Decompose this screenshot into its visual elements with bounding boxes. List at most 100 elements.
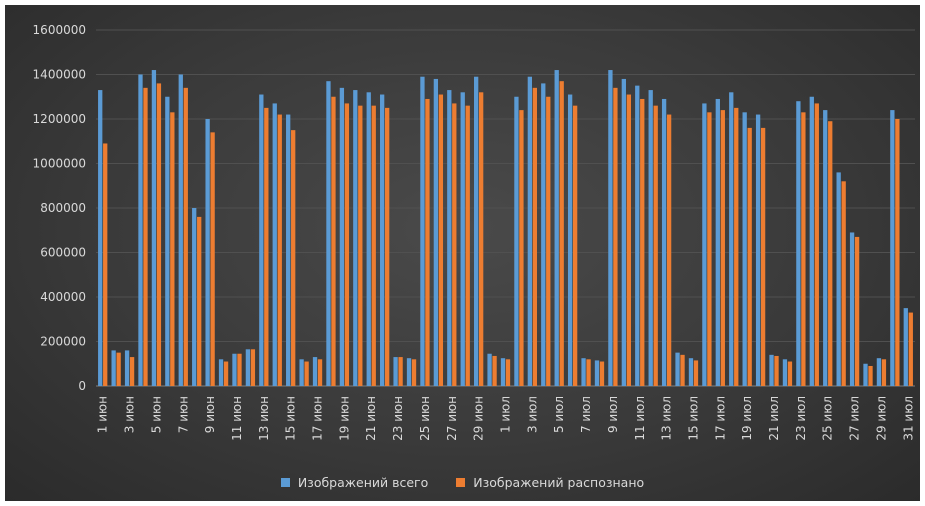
bar-total [286, 114, 291, 387]
bar-recognized [492, 355, 497, 386]
bar-recognized [223, 361, 229, 386]
bar-recognized [237, 353, 242, 386]
x-tick-label: 25 июн [418, 396, 432, 441]
bars [98, 70, 913, 387]
bar-total [353, 90, 358, 386]
bar-total [769, 354, 774, 386]
bar-recognized [425, 98, 430, 386]
bar-total [755, 114, 761, 387]
bar-total [796, 101, 801, 386]
y-tick-label: 800000 [40, 201, 86, 215]
bar-recognized [787, 361, 793, 386]
bar-total [594, 360, 600, 386]
bar-recognized [304, 361, 309, 386]
legend-label-recognized: Изображений распознано [473, 475, 645, 490]
bar-total [514, 96, 519, 386]
legend-item-recognized: Изображений распознано [456, 475, 644, 490]
x-tick-label: 17 июн [311, 396, 325, 441]
bar-recognized [613, 87, 618, 386]
y-tick-label: 200000 [40, 335, 86, 349]
x-tick-label: 7 июл [579, 396, 593, 433]
bar-total [393, 357, 398, 386]
bar-recognized [760, 127, 766, 387]
bar-total [782, 359, 788, 386]
x-tick-label: 13 июл [660, 396, 674, 441]
bar-recognized [653, 105, 658, 387]
bar-total [339, 87, 345, 386]
bar-total [192, 208, 197, 386]
x-tick-label: 25 июл [821, 396, 835, 441]
bar-recognized [317, 359, 323, 386]
bar-recognized [895, 119, 900, 386]
bar-recognized [398, 357, 403, 386]
bar-recognized [841, 181, 846, 386]
y-tick-label: 1200000 [33, 112, 86, 126]
bar-total [836, 172, 841, 386]
bar-recognized [801, 112, 806, 386]
x-tick-label: 29 июн [472, 396, 486, 441]
bar-recognized [680, 354, 685, 386]
bar-recognized [116, 352, 121, 387]
x-tick-label: 27 июл [848, 396, 862, 441]
bar-total [151, 70, 157, 387]
bar-total [541, 83, 546, 387]
bar-recognized [183, 87, 188, 386]
bar-recognized [371, 105, 376, 387]
bar-total [205, 119, 210, 386]
bar-recognized [707, 112, 712, 386]
y-tick-label: 0 [78, 379, 86, 393]
bar-recognized [532, 87, 537, 386]
bar-recognized [277, 114, 282, 387]
x-tick-label: 1 июл [499, 396, 513, 433]
bar-total [245, 349, 251, 386]
bar-total [876, 358, 882, 386]
bar-total [447, 90, 452, 386]
bar-total [567, 94, 573, 386]
bar-recognized [828, 121, 833, 386]
x-tick-label: 13 июн [257, 396, 271, 441]
bar-recognized [881, 359, 887, 386]
bar-recognized [546, 96, 551, 386]
bar-recognized [264, 107, 269, 387]
bar-total [138, 74, 143, 386]
legend-swatch-recognized [456, 478, 466, 487]
bar-recognized [156, 83, 162, 387]
x-tick-label: 27 июн [445, 396, 459, 441]
x-tick-label: 23 июл [794, 396, 808, 441]
bar-recognized [103, 143, 108, 386]
bar-recognized [197, 216, 202, 386]
x-tick-label: 3 июн [123, 396, 137, 433]
bar-recognized [693, 360, 699, 386]
bar-total [380, 94, 385, 386]
bar-total [729, 92, 734, 387]
bar-total [178, 74, 183, 386]
bar-total [635, 85, 640, 387]
bar-total [661, 98, 667, 386]
bar-recognized [465, 105, 470, 387]
bar-total [527, 76, 532, 386]
x-tick-label: 9 июн [203, 396, 217, 433]
chart-area: 0 200000 400000 600000 800000 1000000 1200000 1… [5, 5, 920, 501]
bar-total [581, 358, 586, 386]
bar-total [823, 110, 828, 386]
bar-total [849, 232, 855, 386]
y-axis-ticks: 0 200000 400000 600000 800000 1000000 1200000 1… [33, 23, 86, 393]
bar-recognized [385, 107, 390, 387]
bar-recognized [358, 105, 363, 387]
bar-total [487, 353, 492, 386]
bar-recognized [559, 81, 564, 387]
bar-total [608, 70, 613, 387]
bar-total [366, 92, 371, 387]
bar-recognized [734, 107, 739, 387]
bar-total [675, 352, 680, 387]
bar-recognized [720, 110, 725, 386]
bar-recognized [854, 236, 860, 386]
bar-total [98, 90, 103, 386]
legend-item-total: Изображений всего [280, 475, 428, 490]
bar-recognized [908, 312, 913, 386]
bar-recognized [626, 94, 631, 386]
legend: Изображений всего Изображений распознано [5, 475, 920, 490]
bar-recognized [774, 355, 779, 386]
y-tick-label: 1000000 [33, 157, 86, 171]
x-tick-label: 31 июл [901, 396, 915, 441]
